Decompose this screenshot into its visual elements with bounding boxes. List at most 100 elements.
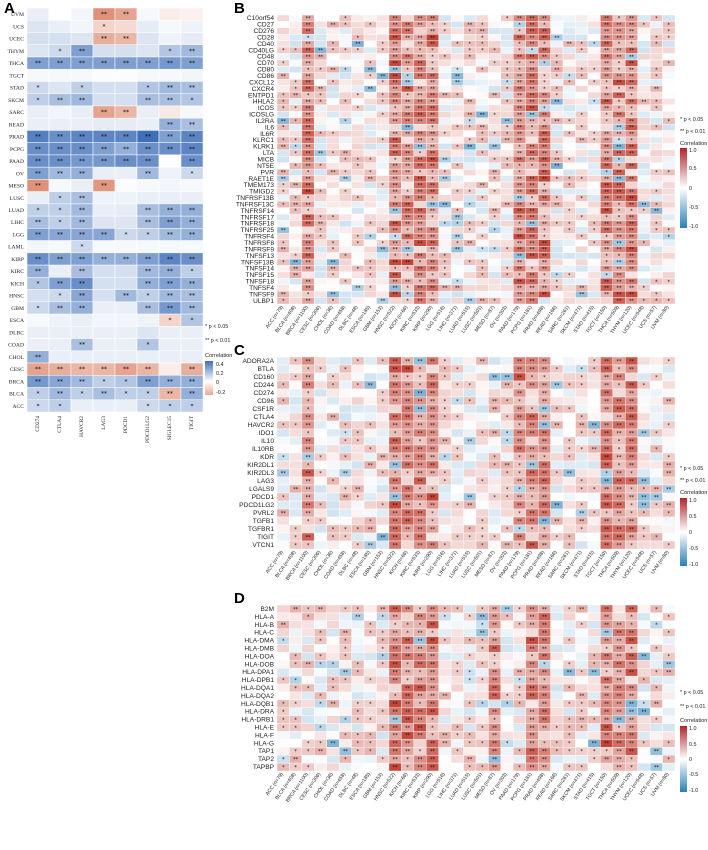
heatmap-cell: [649, 723, 663, 732]
heatmap-cell: [326, 188, 340, 196]
row-label: CD86: [257, 73, 274, 80]
significance-mark: **: [529, 725, 535, 731]
heatmap-cell: [114, 93, 138, 107]
significance-mark: **: [629, 87, 635, 93]
heatmap-cell: [463, 468, 477, 478]
significance-mark: *: [531, 266, 534, 272]
heatmap-cell: [450, 620, 464, 629]
significance-mark: **: [542, 266, 548, 272]
significance-mark: *: [191, 97, 194, 104]
heatmap-cell: [500, 652, 514, 661]
significance-mark: **: [529, 273, 535, 279]
heatmap-cell: [575, 168, 589, 176]
significance-mark: **: [629, 55, 635, 61]
significance-mark: **: [430, 157, 436, 163]
heatmap-cell: [662, 699, 676, 708]
heatmap-cell: [276, 14, 290, 22]
significance-mark: *: [618, 100, 621, 106]
significance-mark: **: [542, 503, 548, 509]
heatmap-cell: [662, 130, 676, 138]
significance-mark: **: [517, 138, 523, 144]
row-label: READ: [9, 122, 24, 128]
significance-mark: *: [332, 132, 335, 138]
significance-mark: **: [617, 112, 623, 118]
heatmap-cell: [575, 85, 589, 93]
significance-mark: **: [529, 607, 535, 613]
significance-mark: **: [492, 144, 498, 150]
heatmap-cell: [450, 492, 464, 502]
heatmap-cell: [314, 265, 327, 273]
significance-mark: **: [306, 247, 312, 253]
significance-mark: **: [604, 710, 610, 716]
significance-mark: *: [618, 254, 621, 260]
significance-mark: **: [467, 144, 473, 150]
significance-mark: **: [542, 749, 548, 755]
significance-mark: **: [617, 183, 623, 189]
heatmap-cell: [438, 516, 452, 526]
significance-mark: **: [167, 219, 173, 226]
heatmap-cell: [488, 136, 502, 144]
heatmap-cell: [314, 356, 327, 366]
significance-mark: **: [554, 503, 560, 509]
heatmap-cell: [649, 356, 663, 366]
significance-mark: **: [35, 366, 41, 373]
significance-mark: **: [405, 503, 411, 509]
significance-mark: *: [431, 48, 434, 54]
heatmap-cell: [314, 201, 327, 208]
heatmap-cell: [276, 516, 290, 526]
significance-mark: *: [543, 234, 546, 240]
heatmap-cell: [438, 388, 452, 398]
heatmap-cell: [637, 162, 651, 170]
heatmap-cell: [376, 258, 390, 266]
significance-mark: **: [529, 215, 535, 221]
significance-mark: **: [529, 678, 535, 684]
significance-mark: **: [629, 151, 635, 157]
heatmap-cell: [314, 675, 327, 685]
significance-mark: **: [393, 479, 399, 485]
heatmap-cell: [48, 338, 72, 352]
significance-mark: **: [554, 383, 560, 389]
significance-mark: *: [469, 42, 472, 48]
row-label: IDO1: [259, 430, 275, 437]
heatmap-cell: [575, 220, 589, 228]
significance-mark: **: [306, 119, 312, 125]
significance-mark: **: [442, 157, 448, 163]
heatmap-cell: [276, 252, 290, 260]
significance-mark: **: [542, 383, 548, 389]
heatmap-cell: [48, 19, 72, 33]
heatmap-cell: [488, 34, 502, 41]
heatmap-cell: [662, 72, 676, 80]
heatmap-cell: [463, 284, 477, 292]
heatmap-cell: [289, 297, 303, 305]
significance-mark: **: [430, 119, 436, 125]
significance-mark: **: [418, 519, 424, 525]
heatmap-cell: [488, 149, 502, 157]
significance-mark: **: [529, 279, 535, 285]
significance-mark: *: [369, 74, 372, 80]
heatmap-cell: [550, 252, 564, 260]
heatmap-cell: [363, 278, 377, 285]
heatmap-cell: [562, 136, 576, 144]
significance-mark: *: [319, 164, 322, 170]
heatmap-cell: [550, 27, 564, 35]
heatmap-cell: [649, 524, 663, 534]
heatmap-panel-c: ADORA2A * ** * * ** ** ** ** * ** ** ** ** * ** ** ** *BTL…: [239, 356, 676, 582]
heatmap-cell: [463, 388, 477, 398]
heatmap-cell: [463, 707, 477, 716]
heatmap-cell: [363, 468, 377, 478]
significance-mark: **: [418, 717, 424, 723]
significance-mark: **: [293, 260, 299, 266]
heatmap-cell: [587, 194, 601, 202]
heatmap-cell: [351, 27, 365, 35]
significance-mark: *: [518, 29, 521, 35]
heatmap-cell: [276, 85, 290, 93]
heatmap-cell: [662, 715, 676, 724]
significance-mark: **: [617, 423, 623, 429]
significance-mark: **: [517, 479, 523, 485]
heatmap-cell: [488, 271, 502, 279]
significance-mark: *: [307, 170, 310, 176]
heatmap-cell: [92, 215, 116, 229]
col-label: CTLA4: [57, 416, 63, 433]
heatmap-cell: [136, 105, 160, 119]
heatmap-cell: [662, 156, 676, 163]
